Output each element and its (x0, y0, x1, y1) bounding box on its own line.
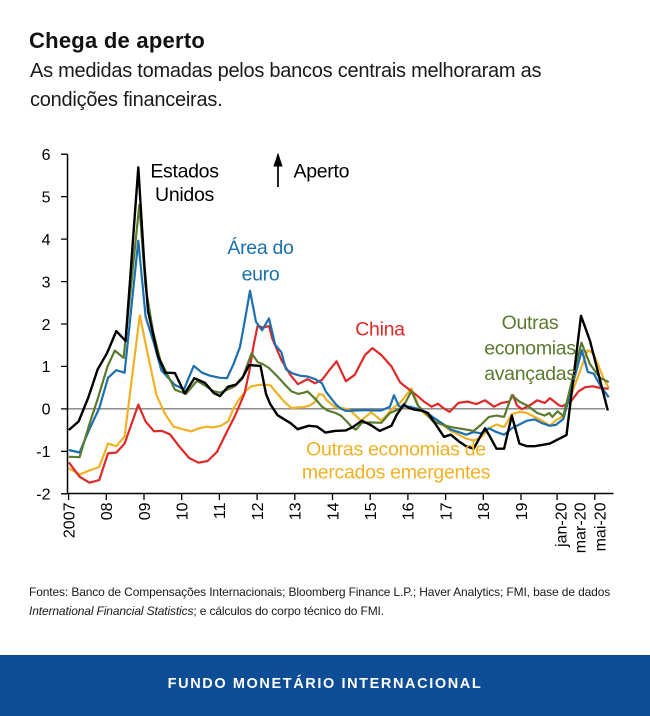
svg-text:Estados: Estados (150, 161, 219, 183)
svg-text:15: 15 (363, 502, 380, 520)
svg-text:-2: -2 (36, 487, 50, 504)
svg-text:0: 0 (42, 402, 51, 419)
svg-text:08: 08 (99, 502, 116, 520)
svg-text:12: 12 (250, 502, 267, 520)
svg-text:euro: euro (242, 264, 280, 286)
svg-text:16: 16 (401, 502, 418, 520)
svg-text:-1: -1 (36, 444, 50, 461)
svg-text:1: 1 (42, 359, 51, 376)
svg-text:17: 17 (438, 502, 455, 520)
svg-text:13: 13 (288, 502, 305, 520)
svg-text:Área do: Área do (227, 236, 294, 259)
svg-text:avançadas: avançadas (484, 363, 576, 385)
svg-text:mar-20: mar-20 (572, 502, 589, 553)
svg-text:Outras economias de: Outras economias de (306, 439, 486, 461)
svg-text:09: 09 (137, 502, 154, 520)
svg-text:18: 18 (476, 502, 493, 520)
svg-text:11: 11 (212, 502, 229, 519)
svg-text:China: China (355, 318, 405, 340)
svg-text:14: 14 (325, 502, 342, 520)
svg-text:10: 10 (175, 502, 192, 520)
svg-text:19: 19 (514, 502, 531, 520)
svg-text:3: 3 (42, 274, 51, 291)
svg-text:jan-20: jan-20 (553, 502, 570, 548)
svg-text:economias: economias (484, 338, 576, 360)
svg-text:Outras: Outras (502, 312, 559, 334)
svg-text:6: 6 (42, 147, 51, 164)
svg-text:2: 2 (42, 317, 51, 334)
svg-text:4: 4 (42, 232, 51, 249)
svg-text:Aperto: Aperto (294, 161, 350, 183)
svg-text:2007: 2007 (61, 502, 78, 538)
svg-text:mercados emergentes: mercados emergentes (302, 462, 491, 484)
svg-text:mai-20: mai-20 (592, 502, 609, 551)
svg-text:Unidos: Unidos (155, 184, 214, 206)
svg-text:5: 5 (42, 189, 51, 206)
